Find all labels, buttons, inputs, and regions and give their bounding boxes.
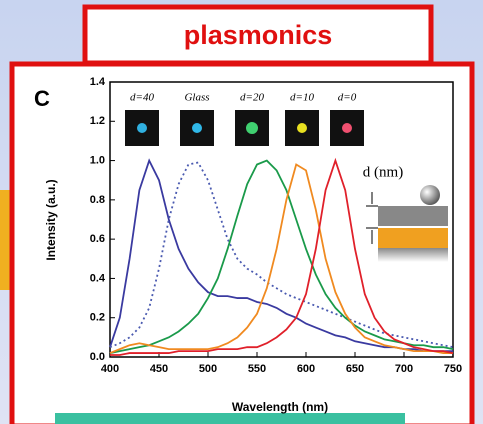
- side-bar: [0, 190, 10, 290]
- series-label: d=40: [130, 92, 154, 104]
- series-label: d=0: [338, 92, 357, 104]
- series-label: Glass: [184, 92, 209, 104]
- x-tick-label: 400: [101, 363, 119, 375]
- inset-spot: [192, 123, 202, 133]
- x-tick-label: 650: [346, 363, 364, 375]
- inset-spot: [342, 123, 352, 133]
- panel-label: C: [34, 86, 50, 111]
- inset-spot: [297, 123, 307, 133]
- x-tick-label: 550: [248, 363, 266, 375]
- y-tick-label: 0.6: [90, 233, 105, 245]
- series-label: d=10: [290, 92, 314, 104]
- y-tick-label: 1.2: [90, 115, 105, 127]
- x-axis-label: Wavelength (nm): [232, 400, 328, 414]
- x-tick-label: 700: [395, 363, 413, 375]
- slide: plasmonics C Wavelength (nm) Intensity (…: [0, 0, 483, 424]
- y-tick-label: 0.2: [90, 312, 105, 324]
- inset-spot: [137, 123, 147, 133]
- y-tick-label: 0.4: [90, 272, 106, 284]
- y-tick-label: 0.0: [90, 351, 105, 363]
- annotation: d (nm): [363, 164, 403, 180]
- header: plasmonics: [184, 20, 333, 50]
- spacer-layer: [378, 206, 448, 226]
- footer-box: [55, 413, 405, 424]
- x-tick-label: 500: [199, 363, 217, 375]
- y-tick-label: 1.4: [90, 76, 106, 88]
- particle: [420, 185, 440, 205]
- y-tick-label: 0.8: [90, 194, 105, 206]
- x-tick-label: 600: [297, 363, 315, 375]
- metal-layer: [378, 228, 448, 248]
- x-tick-label: 450: [150, 363, 168, 375]
- x-tick-label: 750: [444, 363, 462, 375]
- substrate: [378, 248, 448, 262]
- y-tick-label: 1.0: [90, 154, 105, 166]
- series-label: d=20: [240, 92, 264, 104]
- inset-spot: [246, 122, 258, 134]
- y-axis-label: Intensity (a.u.): [44, 179, 58, 260]
